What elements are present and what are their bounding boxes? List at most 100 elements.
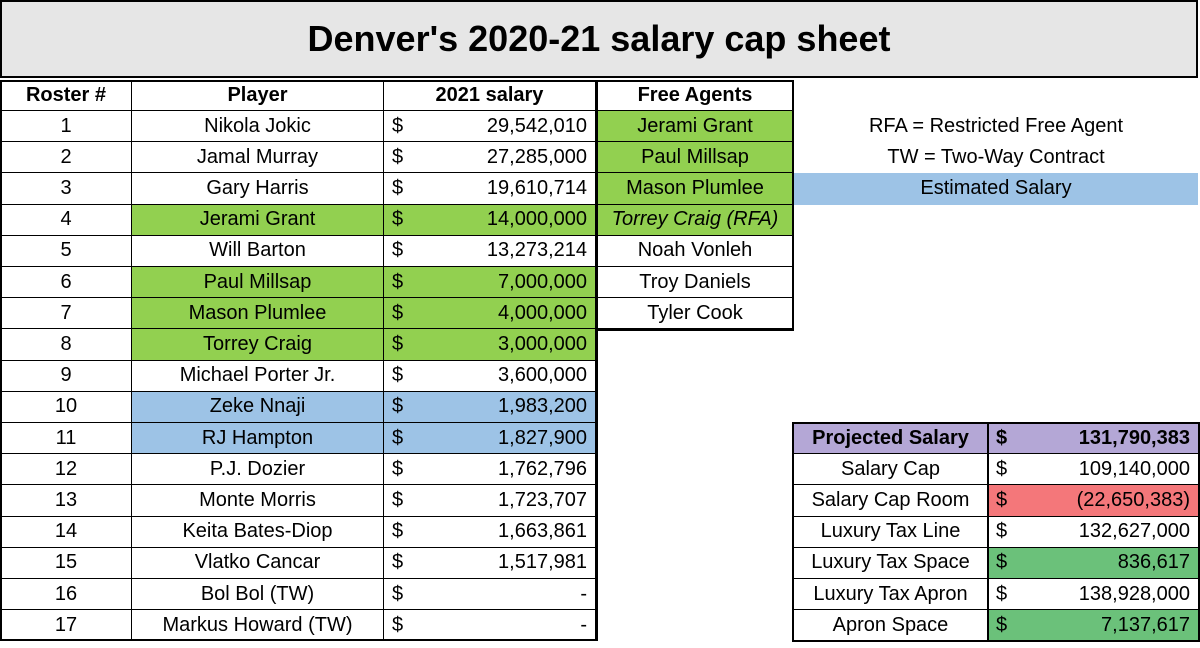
roster-number: 17 [0,610,132,642]
currency-symbol: $ [384,329,414,361]
free-agent-item: Tyler Cook [598,298,792,330]
header-roster: Roster # [0,80,132,111]
currency-symbol: $ [384,267,414,299]
currency-symbol: $ [384,610,414,642]
roster-number: 15 [0,547,132,579]
roster-player: Keita Bates-Diop [132,516,384,548]
currency-symbol: $ [384,548,414,579]
roster-salary: 1,517,981 [414,547,596,579]
summary-value: 131,790,383 [1018,423,1198,455]
summary-currency: $ [988,423,1018,455]
sheet-title: Denver's 2020-21 salary cap sheet [0,0,1198,78]
summary-currency: $ [988,517,1018,548]
header-salary: 2021 salary [384,80,596,111]
legend-tw: TW = Two-Way Contract [887,146,1105,169]
summary-value: 836,617 [1018,547,1198,579]
summary-value: 109,140,000 [1018,454,1198,486]
roster-player: Will Barton [132,235,384,267]
free-agent-item: Noah Vonleh [598,236,792,267]
roster-player: Markus Howard (TW) [132,610,384,642]
roster-player: P.J. Dozier [132,454,384,486]
roster-salary: 4,000,000 [414,298,596,330]
summary-label: Projected Salary [794,423,988,455]
summary-label: Salary Cap Room [794,485,988,517]
currency-symbol: $ [384,361,414,392]
currency-symbol: $ [384,485,414,517]
legend-rfa: RFA = Restricted Free Agent [868,115,1123,138]
roster-number: 1 [0,111,132,143]
roster-player: Bol Bol (TW) [132,579,384,611]
roster-number: 6 [0,267,132,299]
roster-number: 11 [0,423,132,455]
roster-salary: 13,273,214 [414,235,596,267]
roster-number: 9 [0,360,132,392]
summary-label: Salary Cap [794,454,988,486]
roster-salary: 29,542,010 [414,111,596,143]
roster-player: RJ Hampton [132,423,384,455]
roster-player: Paul Millsap [132,267,384,299]
free-agent-item: Torrey Craig (RFA) [598,204,792,236]
roster-salary: 14,000,000 [414,204,596,236]
roster-player: Vlatko Cancar [132,547,384,579]
legend-estimated-salary: Estimated Salary [794,173,1198,205]
currency-symbol: $ [384,579,414,611]
currency-symbol: $ [384,298,414,330]
summary-value: 138,928,000 [1018,579,1198,611]
roster-number: 16 [0,579,132,611]
currency-symbol: $ [384,142,414,174]
roster-number: 7 [0,298,132,330]
roster-player: Mason Plumlee [132,298,384,330]
roster-salary: 3,600,000 [414,360,596,392]
roster-salary: 1,762,796 [414,454,596,486]
roster-player: Michael Porter Jr. [132,360,384,392]
currency-symbol: $ [384,391,414,423]
roster-player: Torrey Craig [132,329,384,361]
summary-currency: $ [988,610,1018,642]
roster-number: 3 [0,173,132,205]
currency-symbol: $ [384,236,414,267]
roster-salary: 1,827,900 [414,423,596,455]
roster-number: 12 [0,454,132,486]
roster-salary: 19,610,714 [414,173,596,205]
currency-symbol: $ [384,173,414,205]
summary-currency: $ [988,547,1018,579]
currency-symbol: $ [384,517,414,548]
roster-number: 14 [0,516,132,548]
roster-number: 10 [0,391,132,423]
summary-label: Apron Space [794,610,988,642]
roster-salary: - [414,579,596,611]
roster-player: Zeke Nnaji [132,391,384,423]
summary-label: Luxury Tax Line [794,516,988,548]
roster-salary: 1,983,200 [414,391,596,423]
summary-currency: $ [988,485,1018,517]
roster-salary: 7,000,000 [414,267,596,299]
roster-player: Gary Harris [132,173,384,205]
free-agent-item: Paul Millsap [598,142,792,174]
summary-label: Luxury Tax Apron [794,579,988,611]
summary-value: (22,650,383) [1018,485,1198,517]
roster-player: Jamal Murray [132,142,384,174]
summary-currency: $ [988,579,1018,611]
free-agent-item: Mason Plumlee [598,173,792,205]
roster-salary: 1,723,707 [414,485,596,517]
summary-label: Luxury Tax Space [794,547,988,579]
roster-number: 13 [0,485,132,517]
currency-symbol: $ [384,204,414,236]
roster-player: Monte Morris [132,485,384,517]
currency-symbol: $ [384,423,414,455]
roster-salary: 1,663,861 [414,516,596,548]
roster-salary: 27,285,000 [414,142,596,174]
roster-number: 2 [0,142,132,174]
roster-salary: - [414,610,596,642]
roster-player: Nikola Jokic [132,111,384,143]
summary-value: 7,137,617 [1018,610,1198,642]
summary-value: 132,627,000 [1018,517,1198,548]
roster-number: 4 [0,204,132,236]
free-agent-item: Jerami Grant [598,111,792,143]
roster-player: Jerami Grant [132,204,384,236]
currency-symbol: $ [384,111,414,143]
header-free-agents: Free Agents [598,80,792,111]
currency-symbol: $ [384,454,414,486]
header-player: Player [132,80,384,111]
roster-number: 8 [0,329,132,361]
